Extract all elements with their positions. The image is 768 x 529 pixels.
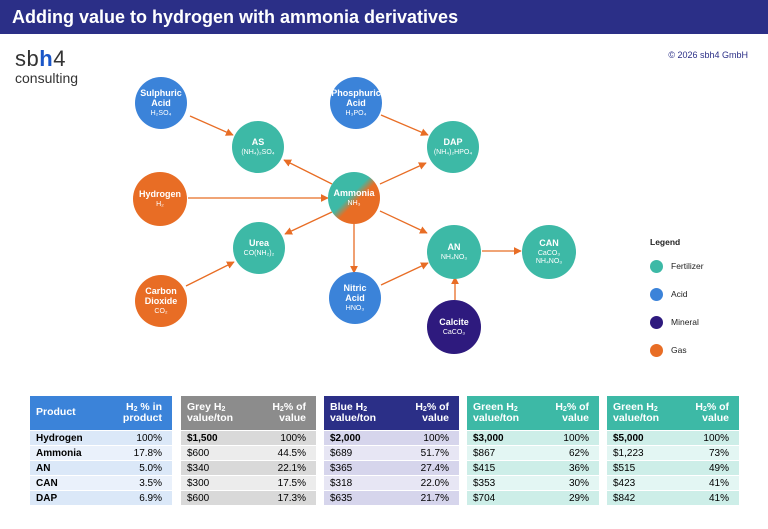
header-blue-pct: H2% of value (415, 400, 449, 425)
arrow-ammonia-to-urea (284, 211, 333, 235)
header-green2-value: Green H2 value/ton (613, 400, 660, 425)
table-row: $600 17.3% (181, 490, 316, 505)
header-grey-pct: H2% of value (272, 400, 306, 425)
table-row: $5,000 100% (607, 430, 739, 445)
col-product: Product H2 % in product Hydrogen 100% Amm… (30, 396, 172, 505)
logo-subtitle: consulting (15, 70, 79, 86)
legend-item-fertilizer: Fertilizer (650, 259, 704, 273)
col-green-2: Green H2 value/ton H2% of value $5,000 10… (607, 396, 739, 505)
table-row: $842 41% (607, 490, 739, 505)
table-row: $340 22.1% (181, 460, 316, 475)
arrow-ammonia-to-an (379, 210, 428, 234)
node-urea: Urea CO(NH₂)₂ (233, 222, 285, 274)
legend-dot-fertilizer (650, 259, 663, 273)
table-row: AN 5.0% (30, 460, 172, 475)
node-carbon-dioxide: Carbon Dioxide CO₂ (135, 275, 187, 327)
node-hydrogen: Hydrogen H₂ (133, 172, 187, 226)
table-row: $704 29% (467, 490, 599, 505)
table-row: DAP 6.9% (30, 490, 172, 505)
value-table: Product H2 % in product Hydrogen 100% Amm… (30, 396, 742, 514)
table-row: Ammonia 17.8% (30, 445, 172, 460)
arrow-ammonia-to-dap (379, 162, 427, 185)
table-row: $318 22.0% (324, 475, 459, 490)
table-row: CAN 3.5% (30, 475, 172, 490)
node-can: CAN CaCO₃ NH₄NO₃ (522, 225, 576, 279)
header-grey-value: Grey H2 value/ton (187, 400, 234, 425)
node-as: AS (NH₄)₂SO₄ (232, 121, 284, 173)
node-nitric-acid: Nitric Acid HNO₃ (329, 272, 381, 324)
legend-item-gas: Gas (650, 343, 704, 357)
header-green2-pct: H2% of value (695, 400, 729, 425)
table-row: Hydrogen 100% (30, 430, 172, 445)
legend-item-mineral: Mineral (650, 315, 704, 329)
table-row: $1,223 73% (607, 445, 739, 460)
table-row: $867 62% (467, 445, 599, 460)
table-row: $600 44.5% (181, 445, 316, 460)
sbh4-logo: sbh4 consulting (15, 46, 79, 86)
arrow-sulphuric-to-as (189, 115, 234, 136)
table-row: $353 30% (467, 475, 599, 490)
col-green-1: Green H2 value/ton H2% of value $3,000 10… (467, 396, 599, 505)
header-h2-pct: H2 % in product (122, 400, 162, 425)
table-row: $515 49% (607, 460, 739, 475)
node-phosphoric-acid: Phosphuric Acid H₃PO₄ (330, 77, 382, 129)
legend-dot-mineral (650, 315, 663, 329)
col-grey: Grey H2 value/ton H2% of value $1,500 100… (181, 396, 316, 505)
legend-title: Legend (650, 237, 681, 247)
page-title: Adding value to hydrogen with ammonia de… (0, 0, 768, 34)
node-an: AN NH₄NO₃ (427, 225, 481, 279)
arrow-co2-to-urea (185, 261, 235, 287)
header-product: Product (36, 406, 76, 419)
header-green1-value: Green H2 value/ton (473, 400, 520, 425)
header-green1-pct: H2% of value (555, 400, 589, 425)
node-calcite: Calcite CaCO₃ (427, 300, 481, 354)
flow-arrows (185, 114, 522, 300)
logo-wordmark: sbh4 (15, 46, 66, 71)
legend-item-acid: Acid (650, 287, 704, 301)
table-row: $300 17.5% (181, 475, 316, 490)
table-row: $689 51.7% (324, 445, 459, 460)
legend-dot-gas (650, 343, 663, 357)
arrow-phosphoric-to-dap (380, 114, 429, 136)
table-row: $423 41% (607, 475, 739, 490)
table-row: $3,000 100% (467, 430, 599, 445)
header-blue-value: Blue H2 value/ton (330, 400, 377, 425)
node-sulphuric-acid: Sulphuric Acid H₂SO₄ (135, 77, 187, 129)
table-row: $2,000 100% (324, 430, 459, 445)
col-blue: Blue H2 value/ton H2% of value $2,000 100… (324, 396, 459, 505)
copyright-notice: © 2026 sbh4 GmbH (668, 50, 748, 60)
table-row: $1,500 100% (181, 430, 316, 445)
arrow-nitric-to-an (380, 262, 429, 286)
node-ammonia: Ammonia NH₃ (328, 172, 380, 224)
table-row: $415 36% (467, 460, 599, 475)
legend: Legend Fertilizer Acid Mineral Gas (650, 237, 704, 371)
legend-dot-acid (650, 287, 663, 301)
arrow-ammonia-to-as (283, 159, 333, 185)
table-row: $635 21.7% (324, 490, 459, 505)
table-row: $365 27.4% (324, 460, 459, 475)
node-dap: DAP (NH₄)₂HPO₄ (427, 121, 479, 173)
